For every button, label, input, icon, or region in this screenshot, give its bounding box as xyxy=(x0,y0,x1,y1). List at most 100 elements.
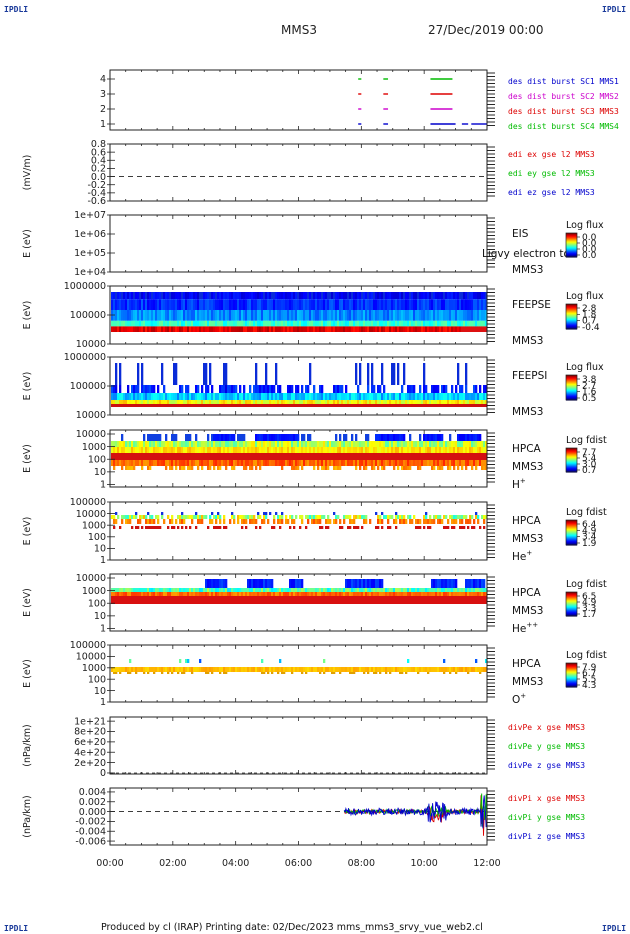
spectrogram-cell xyxy=(313,519,316,524)
spectrogram-cell xyxy=(145,519,148,524)
colorbar-swatch xyxy=(566,378,577,381)
spectrogram-cell xyxy=(133,400,136,404)
spectrogram-cell xyxy=(393,404,396,407)
y-tick-label: -0.004 xyxy=(75,826,106,837)
spectrogram-cell xyxy=(357,292,360,300)
spectrogram-cell xyxy=(413,404,416,407)
spectrogram-cell xyxy=(341,441,344,447)
spectrogram-cell xyxy=(471,466,474,470)
spectrogram-cell xyxy=(135,393,138,400)
spectrogram-cell xyxy=(207,400,210,404)
spectrogram-cell xyxy=(395,596,398,604)
spectrogram-cell xyxy=(465,447,468,453)
spectrogram-cell xyxy=(469,579,472,588)
spectrogram-cell xyxy=(311,515,314,519)
spectrogram-cell xyxy=(131,404,134,407)
spectrogram-cell xyxy=(375,400,378,404)
spectrogram-cell xyxy=(131,393,134,400)
spectrogram-cell xyxy=(415,588,418,592)
spectrogram-cell xyxy=(457,453,460,460)
spectrogram-cell xyxy=(231,310,234,321)
spectrogram-cell xyxy=(301,466,304,470)
spectrogram-cell xyxy=(185,393,188,400)
spectrogram-cell xyxy=(457,460,460,466)
spectrogram-cell xyxy=(325,453,328,460)
spectrogram-cell xyxy=(195,441,198,447)
spectrogram-cell xyxy=(363,393,366,400)
spectrogram-cell xyxy=(327,588,330,592)
spectrogram-cell xyxy=(203,320,206,327)
spectrogram-cell xyxy=(309,404,312,407)
spectrogram-cell xyxy=(427,526,430,529)
spectrogram-cell xyxy=(377,460,380,466)
divpi-trace xyxy=(343,795,488,829)
spectrogram-cell xyxy=(159,526,162,529)
spectrogram-cell xyxy=(173,441,176,447)
spectrogram-cell xyxy=(371,453,374,460)
spectrogram-cell xyxy=(485,292,488,300)
spectrogram-cell xyxy=(359,310,362,321)
spectrogram-cell xyxy=(411,320,414,327)
spectrogram-cell xyxy=(171,441,174,447)
spectrogram-cell xyxy=(137,299,140,310)
spectrogram-cell xyxy=(221,400,224,404)
spectrogram-cell xyxy=(253,596,256,604)
spectrogram-cell xyxy=(423,453,426,460)
spectrogram-cell xyxy=(125,441,128,447)
spectrogram-cell xyxy=(419,447,422,453)
spectrogram-cell xyxy=(135,292,138,300)
spectrogram-cell xyxy=(329,393,332,400)
spectrogram-cell xyxy=(177,592,180,596)
spectrogram-cell xyxy=(421,441,424,447)
spectrogram-cell xyxy=(235,667,238,672)
spectrogram-cell xyxy=(247,460,250,466)
spectrogram-cell xyxy=(223,596,226,604)
spectrogram-cell xyxy=(241,460,244,466)
spectrogram-cell xyxy=(367,310,370,321)
spectrogram-cell xyxy=(473,592,476,596)
spectrogram-cell xyxy=(433,299,436,310)
spectrogram-cell xyxy=(361,460,364,466)
spectrogram-cell xyxy=(475,460,478,466)
spectrogram-cell xyxy=(151,404,154,407)
spectrogram-cell xyxy=(399,404,402,407)
spectrogram-cell xyxy=(469,404,472,407)
spectrogram-cell xyxy=(113,588,116,592)
legend-entry: divPe x gse MMS3 xyxy=(508,723,585,732)
spectrogram-cell xyxy=(361,453,364,460)
spectrogram-cell xyxy=(409,515,412,519)
spectrogram-cell xyxy=(467,441,470,447)
spectrogram-cell xyxy=(277,310,280,321)
spectrogram-cell xyxy=(307,434,310,441)
spectrogram-cell xyxy=(181,385,184,393)
spectrogram-cell xyxy=(167,299,170,310)
spectrogram-cell xyxy=(271,588,274,592)
spectrogram-cell xyxy=(357,596,360,604)
spectrogram-cell xyxy=(153,453,156,460)
spectrogram-cell xyxy=(253,326,256,332)
spectrogram-cell xyxy=(189,596,192,604)
spectrogram-cell xyxy=(119,310,122,321)
spectrogram-cell xyxy=(393,326,396,332)
spectrogram-cell xyxy=(421,320,424,327)
spectrogram-cell xyxy=(213,526,216,529)
spectrogram-cell xyxy=(469,447,472,453)
spectrogram-cell xyxy=(279,400,282,404)
colorbar-tick-label: 0.0 xyxy=(582,245,597,255)
spectrogram-cell xyxy=(157,310,160,321)
colorbar-swatch xyxy=(566,685,577,687)
spectrogram-cell xyxy=(349,326,352,332)
spectrogram-cell xyxy=(237,588,240,592)
spectrogram-cell xyxy=(333,292,336,300)
spectrogram-cell xyxy=(289,404,292,407)
spectrogram-cell xyxy=(297,579,300,588)
colorbar-swatch xyxy=(566,326,577,328)
spectrogram-cell xyxy=(273,447,276,453)
spectrogram-cell xyxy=(305,404,308,407)
spectrogram-cell xyxy=(251,441,254,447)
spectrogram-cell xyxy=(411,453,414,460)
spectrogram-cell xyxy=(357,588,360,592)
spectrogram-cell xyxy=(179,515,182,519)
spectrogram-cell xyxy=(171,320,174,327)
spectrogram-cell xyxy=(253,667,256,672)
